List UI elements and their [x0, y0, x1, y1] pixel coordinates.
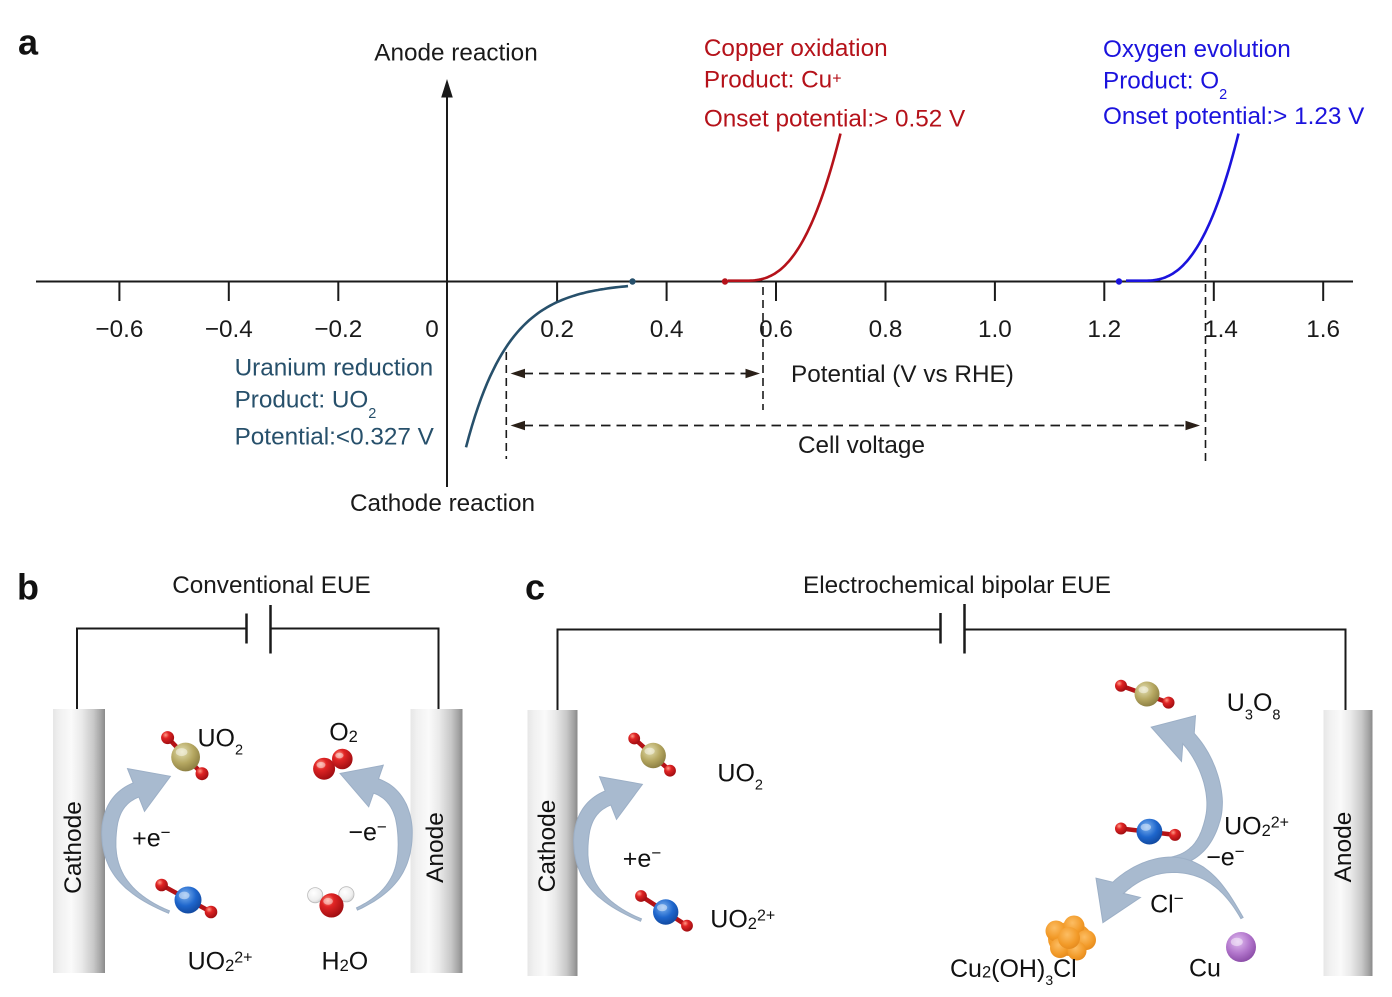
svg-text:Anode: Anode — [422, 812, 449, 883]
svg-text:Oxygen evolution: Oxygen evolution — [1103, 36, 1291, 63]
svg-text:UO22+: UO22+ — [710, 906, 775, 934]
svg-text:1.6: 1.6 — [1306, 316, 1340, 343]
svg-text:b: b — [17, 567, 39, 608]
svg-text:c: c — [525, 567, 545, 608]
svg-text:0.2: 0.2 — [540, 316, 574, 343]
svg-text:H2O: H2O — [322, 948, 369, 976]
svg-text:Cu: Cu — [1189, 955, 1221, 983]
svg-text:+e−: +e− — [623, 844, 662, 873]
svg-text:Product: Cu+: Product: Cu+ — [704, 66, 842, 93]
svg-text:Potential (V vs RHE): Potential (V vs RHE) — [791, 361, 1014, 388]
svg-text:0: 0 — [425, 316, 439, 343]
svg-text:Product: O2: Product: O2 — [1103, 67, 1227, 103]
svg-text:−e−: −e− — [348, 817, 387, 846]
svg-text:Anode: Anode — [1330, 812, 1357, 883]
svg-text:Onset potential:> 0.52 V: Onset potential:> 0.52 V — [704, 106, 966, 133]
svg-text:+e−: +e− — [132, 823, 171, 852]
svg-text:0.4: 0.4 — [650, 316, 684, 343]
svg-text:UO2: UO2 — [717, 759, 763, 793]
svg-text:Cu2(OH)3Cl: Cu2(OH)3Cl — [950, 955, 1077, 988]
svg-text:Cathode: Cathode — [534, 800, 561, 893]
svg-text:Cl−: Cl− — [1150, 889, 1184, 918]
svg-text:1.4: 1.4 — [1204, 316, 1238, 343]
svg-text:Product: UO2: Product: UO2 — [235, 387, 377, 423]
svg-text:U3O8: U3O8 — [1227, 689, 1281, 724]
svg-text:−0.2: −0.2 — [314, 316, 362, 343]
svg-text:UO22+: UO22+ — [1224, 813, 1289, 841]
svg-text:Uranium reduction: Uranium reduction — [235, 354, 434, 381]
svg-text:1.2: 1.2 — [1087, 316, 1121, 343]
svg-text:UO2: UO2 — [198, 725, 244, 759]
svg-text:Cell voltage: Cell voltage — [798, 432, 925, 459]
svg-text:1.0: 1.0 — [978, 316, 1012, 343]
svg-text:−e−: −e− — [1206, 842, 1245, 871]
svg-text:Anode reaction: Anode reaction — [374, 40, 537, 67]
svg-text:0.8: 0.8 — [869, 316, 903, 343]
svg-text:Cathode reaction: Cathode reaction — [350, 490, 535, 517]
svg-text:O2: O2 — [329, 719, 358, 747]
svg-text:0.6: 0.6 — [759, 316, 793, 343]
svg-text:Potential:<0.327 V: Potential:<0.327 V — [235, 423, 435, 450]
svg-text:Onset potential:> 1.23 V: Onset potential:> 1.23 V — [1103, 103, 1365, 130]
svg-text:UO22+: UO22+ — [188, 947, 253, 975]
svg-text:−0.6: −0.6 — [95, 316, 143, 343]
svg-text:Conventional EUE: Conventional EUE — [172, 572, 371, 599]
svg-text:a: a — [18, 22, 39, 63]
svg-text:Cathode: Cathode — [60, 801, 87, 894]
svg-text:Electrochemical bipolar EUE: Electrochemical bipolar EUE — [803, 572, 1111, 599]
svg-text:−0.4: −0.4 — [205, 316, 253, 343]
svg-text:Copper oxidation: Copper oxidation — [704, 35, 888, 62]
